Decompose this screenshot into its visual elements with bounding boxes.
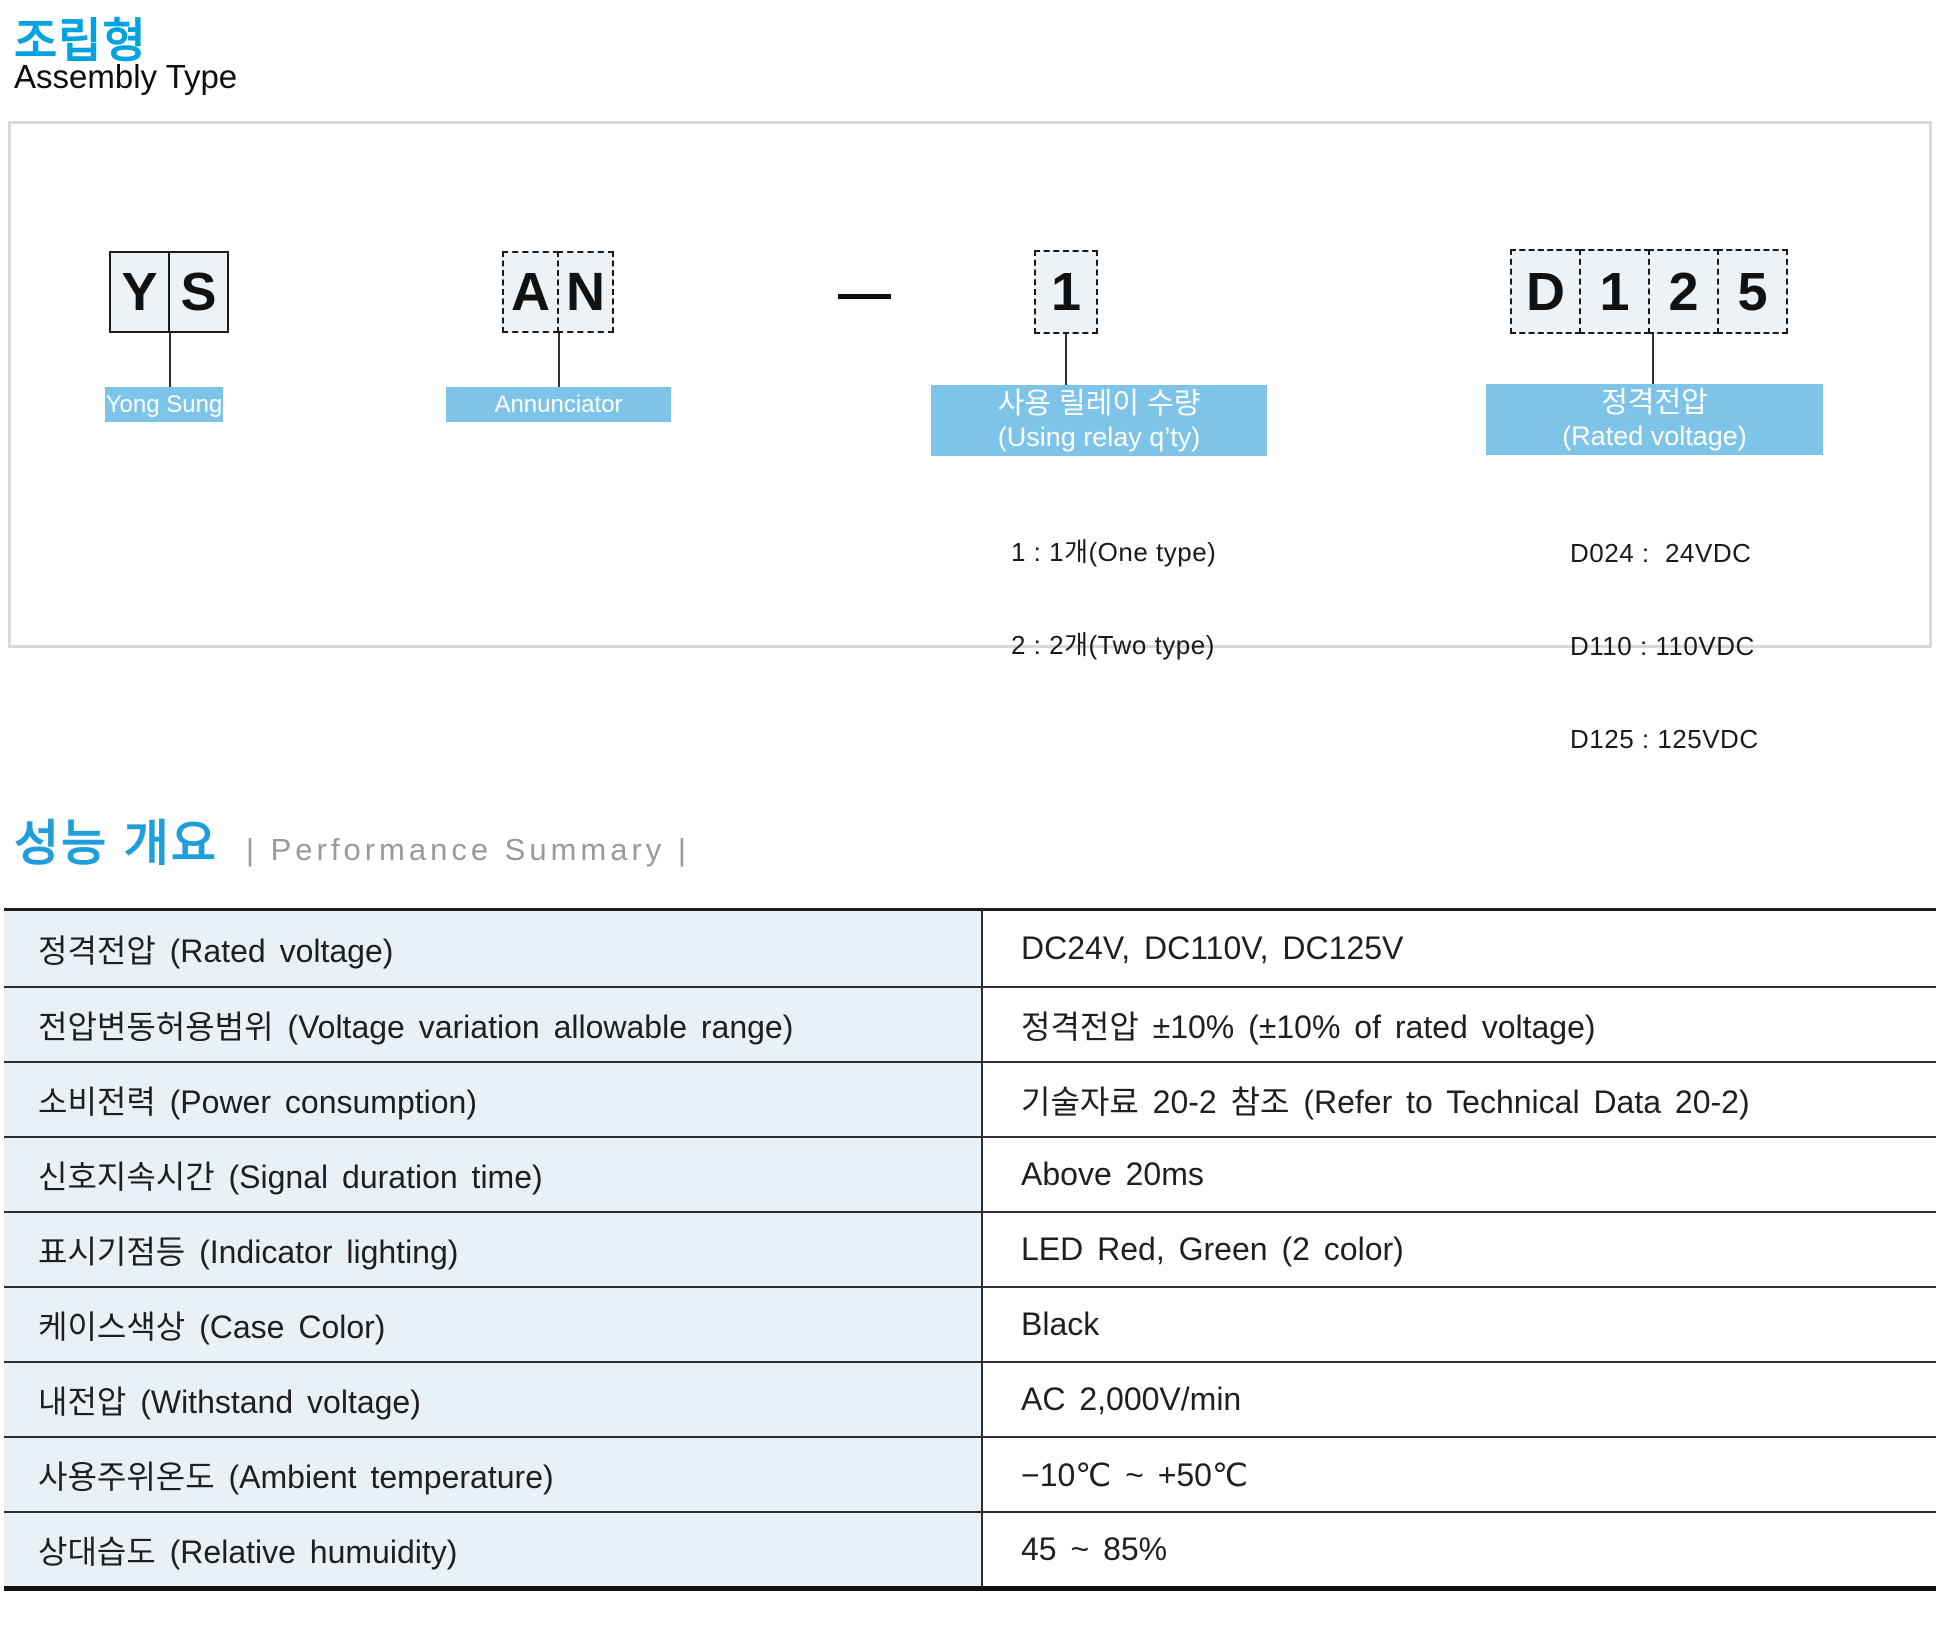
label-text-en: (Using relay q’ty) xyxy=(997,421,1201,452)
table-row: 전압변동허용범위 (Voltage variation allowable ra… xyxy=(4,986,1936,1061)
row-label-cell: 상대습도 (Relative humuidity) xyxy=(4,1513,983,1586)
row-value-cell: DC24V, DC110V, DC125V xyxy=(983,911,1936,986)
code-separator-dash xyxy=(838,294,891,299)
code-cell: A xyxy=(502,251,559,333)
code-box-annunciator: A N xyxy=(502,251,614,333)
row-label-cell: 전압변동허용범위 (Voltage variation allowable ra… xyxy=(4,988,983,1061)
performance-table: 정격전압 (Rated voltage) DC24V, DC110V, DC12… xyxy=(4,908,1936,1591)
table-row: 내전압 (Withstand voltage) AC 2,000V/min xyxy=(4,1361,1936,1436)
connector-line xyxy=(1065,334,1067,386)
option-line: D125 : 125VDC xyxy=(1570,724,1759,754)
code-cell: D xyxy=(1510,249,1581,334)
table-row: 소비전력 (Power consumption) 기술자료 20-2 참조 (R… xyxy=(4,1061,1936,1136)
label-text-ko: 정격전압 xyxy=(1601,387,1708,420)
row-value-cell: LED Red, Green (2 color) xyxy=(983,1213,1936,1286)
row-value-cell: 45 ~ 85% xyxy=(983,1513,1936,1586)
connector-line xyxy=(1652,334,1654,385)
code-cell: S xyxy=(168,251,229,333)
table-row: 신호지속시간 (Signal duration time) Above 20ms xyxy=(4,1136,1936,1211)
row-value-cell: −10℃ ~ +50℃ xyxy=(983,1438,1936,1511)
rated-voltage-options: D024 : 24VDC D110 : 110VDC D125 : 125VDC xyxy=(1570,476,1759,817)
label-yong-sung: Yong Sung xyxy=(105,387,223,422)
code-box-rated-voltage: D 1 2 5 xyxy=(1510,249,1788,334)
code-cell: 1 xyxy=(1579,249,1650,334)
table-row: 표시기점등 (Indicator lighting) LED Red, Gree… xyxy=(4,1211,1936,1286)
row-value-cell: Black xyxy=(983,1288,1936,1361)
label-annunciator: Annunciator xyxy=(446,387,671,422)
table-row: 정격전압 (Rated voltage) DC24V, DC110V, DC12… xyxy=(4,911,1936,986)
label-text: Yong Sung xyxy=(105,390,223,418)
code-cell: N xyxy=(557,251,614,333)
table-row: 사용주위온도 (Ambient temperature) −10℃ ~ +50℃ xyxy=(4,1436,1936,1511)
row-label-cell: 정격전압 (Rated voltage) xyxy=(4,911,983,986)
code-cell: 1 xyxy=(1034,250,1098,334)
option-line: 2 : 2개(Two type) xyxy=(1011,630,1215,660)
row-label-cell: 신호지속시간 (Signal duration time) xyxy=(4,1138,983,1211)
option-line: D110 : 110VDC xyxy=(1570,631,1755,661)
option-line: 1 : 1개(One type) xyxy=(1011,537,1217,567)
performance-title: 성능 개요 xyxy=(14,817,218,871)
row-value-cell: Above 20ms xyxy=(983,1138,1936,1211)
connector-line xyxy=(558,333,560,387)
model-code-panel: Y S Yong Sung A N Annunciator 1 사용 릴레이 수… xyxy=(8,121,1932,754)
page-subtitle: Assembly Type xyxy=(14,58,238,95)
label-rated-voltage: 정격전압 (Rated voltage) xyxy=(1486,384,1823,455)
connector-line xyxy=(169,333,171,387)
table-row: 케이스색상 (Case Color) Black xyxy=(4,1286,1936,1361)
label-relay-qty: 사용 릴레이 수량 (Using relay q’ty) xyxy=(931,385,1267,456)
row-label-cell: 케이스색상 (Case Color) xyxy=(4,1288,983,1361)
code-cell: 5 xyxy=(1717,249,1788,334)
page-title: 조립형 xyxy=(14,14,147,67)
row-label-cell: 소비전력 (Power consumption) xyxy=(4,1063,983,1136)
relay-qty-options: 1 : 1개(One type) 2 : 2개(Two type) xyxy=(1011,475,1216,723)
code-box-relay-qty: 1 xyxy=(1034,250,1098,334)
label-text-ko: 사용 릴레이 수량 xyxy=(997,388,1201,421)
row-label-cell: 내전압 (Withstand voltage) xyxy=(4,1363,983,1436)
row-label-cell: 사용주위온도 (Ambient temperature) xyxy=(4,1438,983,1511)
label-text: Annunciator xyxy=(494,390,623,418)
code-box-ys: Y S xyxy=(109,251,229,333)
row-value-cell: 기술자료 20-2 참조 (Refer to Technical Data 20… xyxy=(983,1063,1936,1136)
row-value-cell: AC 2,000V/min xyxy=(983,1363,1936,1436)
performance-header: 성능 개요 | Performance Summary | xyxy=(14,804,690,875)
label-text-en: (Rated voltage) xyxy=(1562,420,1747,451)
performance-subtitle: | Performance Summary | xyxy=(245,832,690,867)
option-line: D024 : 24VDC xyxy=(1570,538,1752,568)
row-value-cell: 정격전압 ±10% (±10% of rated voltage) xyxy=(983,988,1936,1061)
table-row: 상대습도 (Relative humuidity) 45 ~ 85% xyxy=(4,1511,1936,1586)
row-label-cell: 표시기점등 (Indicator lighting) xyxy=(4,1213,983,1286)
code-cell: Y xyxy=(109,251,170,333)
code-cell: 2 xyxy=(1648,249,1719,334)
